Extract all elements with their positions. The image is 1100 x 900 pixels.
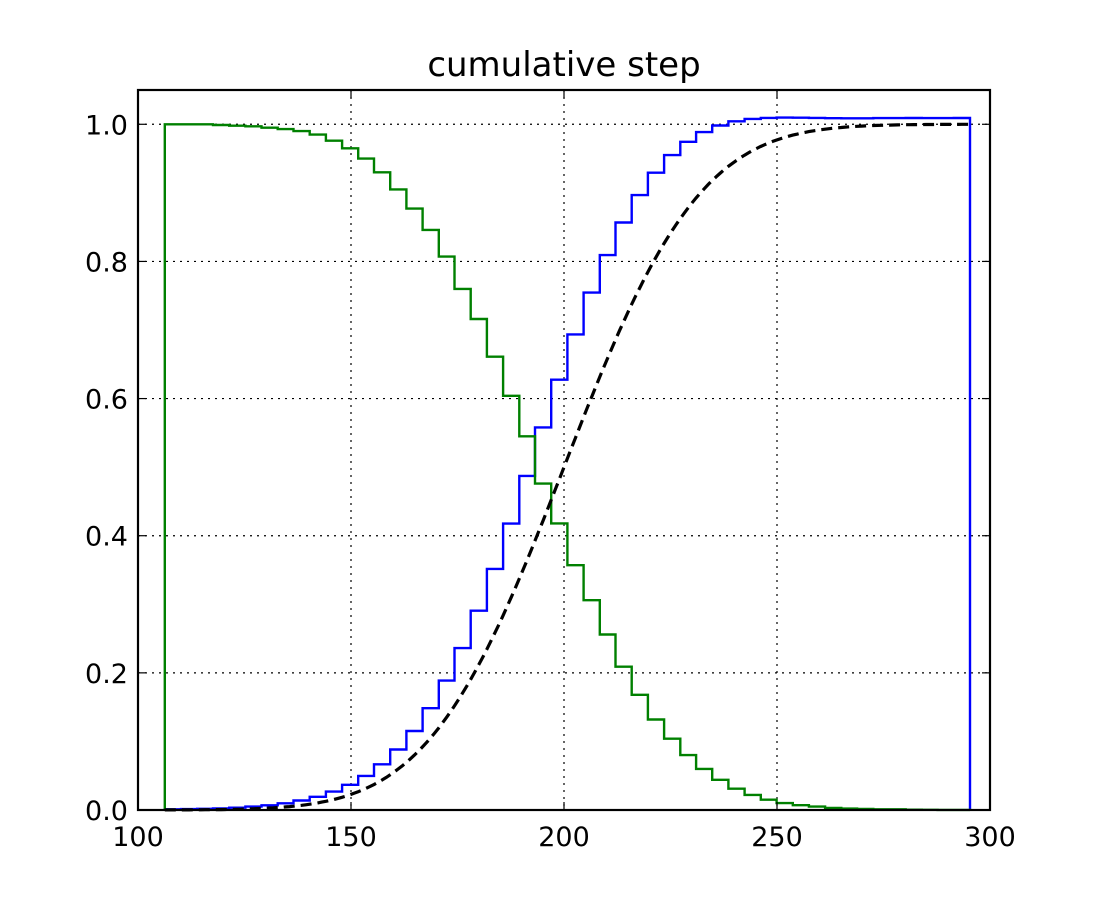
plot-frame (136, 88, 992, 812)
x-tick-label: 150 (325, 822, 377, 853)
y-tick-label: 1.0 (85, 110, 128, 141)
series-0-step-line (163, 116, 972, 811)
x-tick-label: 300 (964, 822, 1016, 853)
y-tick-label: 0.2 (85, 659, 128, 690)
series-1-step-line (163, 123, 972, 812)
y-tick-label: 0.6 (85, 385, 128, 416)
y-tick-label: 0.4 (85, 522, 128, 553)
x-tick-label: 200 (538, 822, 590, 853)
series-group (163, 116, 972, 812)
x-tick-label: 250 (751, 822, 803, 853)
y-tick-label: 0.8 (85, 247, 128, 278)
ticks: 100 150 200 250 300 0.0 0.2 0.4 0.6 0.8 1.0 (85, 90, 1016, 853)
series-2-normal-cdf-line (164, 122, 970, 812)
x-tick-label: 100 (112, 822, 164, 853)
chart-title: cumulative step (427, 45, 700, 85)
y-tick-label: 0.0 (85, 796, 128, 827)
grid (138, 90, 990, 810)
